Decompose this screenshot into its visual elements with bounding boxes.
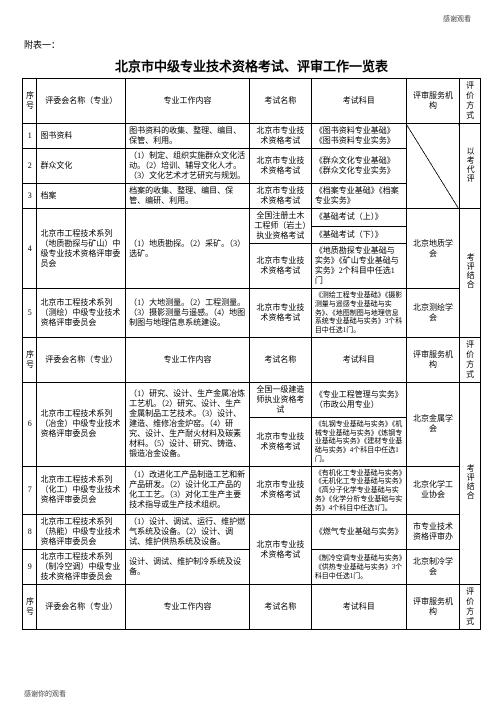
cell-subjects: 《基础考试（下）》 [311, 226, 406, 244]
cell-idx: 7 [23, 466, 37, 515]
cell-mode: 考评结合 [460, 382, 481, 585]
mode-text: 以考代评 [466, 147, 474, 183]
cell-subjects: 《群众文化专业基础》《群众文化专业实务》 [311, 149, 406, 184]
cell-subjects: 《图书资料专业基础》《图书资料专业实务》 [311, 124, 406, 149]
cell-subjects: 《有机化工专业基础与实务》《无机化工专业基础与实务》《高分子化学专业基础与实务》… [311, 466, 406, 515]
cell-subjects: 《地质勘探专业基础与实务》《矿山专业基础与实务》2个科目中任选1门 [311, 244, 406, 289]
cell-idx: 5 [23, 289, 37, 338]
cell-committee: 北京市工程技术系列（测绘）中级专业技术资格评审委员会 [37, 289, 126, 338]
h-work: 专业工作内容 [126, 585, 250, 630]
cell-subjects: 《轧钢专业基础与实务》《机械专业基础与实务》《炼钢专业基础与实务》《建材专业基础… [311, 417, 406, 466]
h-subjects: 考试科目 [311, 79, 406, 124]
cell-work: （1）设计、调试、运行、维护燃气系统及设备。（2）设计、调试、维护供热系统及设备… [126, 515, 250, 550]
mode-text: 考评结合 [466, 464, 474, 500]
cell-work: 档案的收集、整理、编目、保管、编研、利用。 [126, 184, 250, 209]
table-header-row: 序号 评委会名称（专业） 专业工作内容 考试名称 考试科目 评审服务机构 评价方… [23, 79, 481, 124]
h-committee: 评委会名称（专业） [37, 337, 126, 382]
table-row: 7 北京市工程技术系列（化工）中级专业技术资格评审委员会 （1）改进化工产品制造… [23, 466, 481, 515]
cell-work: 设计、调试、维护制冷系统及设备。 [126, 550, 250, 585]
main-table-wrap: 序号 评委会名称（专业） 专业工作内容 考试名称 考试科目 评审服务机构 评价方… [22, 78, 481, 630]
h-mode: 评价方式 [460, 337, 481, 382]
cell-exam: 北京市专业技术资格考试 [249, 149, 311, 184]
cell-work: 图书资料的收集、整理、编目、保管、利用。 [126, 124, 250, 149]
cell-exam: 北京市专业技术资格考试 [249, 244, 311, 289]
h-work: 专业工作内容 [126, 337, 250, 382]
main-table: 序号 评委会名称（专业） 专业工作内容 考试名称 考试科目 评审服务机构 评价方… [22, 78, 481, 630]
cell-org: 北京金属学会 [406, 382, 460, 466]
table-row: 1 图书资料 图书资料的收集、整理、编目、保管、利用。 北京市专业技术资格考试 … [23, 124, 481, 149]
cell-subjects: 《测绘工程专业基础》《摄影测量与遥感专业基础与实务》、《地图制图与地理信息系统专… [311, 289, 406, 338]
table-row: 6 北京市工程技术系列（冶金）中级专业技术资格评审委员会 （1）研究、设计、生产… [23, 382, 481, 417]
table-header-row: 序号 评委会名称（专业） 专业工作内容 考试名称 考试科目 评审服务机构 评价方… [23, 585, 481, 630]
cell-org: 北京测绘学会 [406, 289, 460, 338]
h-subjects: 考试科目 [311, 337, 406, 382]
cell-work: （1）制定、组织实施群众文化活动。（2）培训、辅导文化人才。（3）文化艺术才艺研… [126, 149, 250, 184]
h-subjects: 考试科目 [311, 585, 406, 630]
cell-committee: 北京市工程技术系列（热能）中级专业技术资格评审委员会 [37, 515, 126, 550]
footer-note: 感谢你的观看 [24, 689, 66, 699]
cell-subjects: 《基础考试（上）》 [311, 209, 406, 227]
cell-subjects: 《燃气专业基础与实务》 [311, 515, 406, 550]
cell-mode: 以考代评 [460, 124, 481, 209]
table-row: 4 北京市工程技术系列（地质勘探与矿山）中级专业技术资格评审委员会 （1）地质勘… [23, 209, 481, 227]
cell-idx: 2 [23, 149, 37, 184]
cell-idx: 6 [23, 382, 37, 466]
cell-idx: 9 [23, 550, 37, 585]
cell-org: 北京制冷学会 [406, 550, 460, 585]
h-exam: 考试名称 [249, 585, 311, 630]
cell-work: （1）大地测量。（2）工程测量。（3）摄影测量与遥感。（4）地图制图与地理信息系… [126, 289, 250, 338]
cell-org: 北京化学工业协会 [406, 466, 460, 515]
h-idx: 序号 [23, 585, 37, 630]
cell-committee: 北京市工程技术系列（制冷空调）中级专业技术资格评审委员会 [37, 550, 126, 585]
h-idx: 序号 [23, 79, 37, 124]
header-note: 感谢观看 [443, 14, 471, 24]
cell-idx: 3 [23, 184, 37, 209]
cell-committee: 北京市工程技术系列（化工）中级专业技术资格评审委员会 [37, 466, 126, 515]
cell-exam: 北京市专业技术资格考试 [249, 184, 311, 209]
page-title: 北京市中级专业技术资格考试、评审工作一览表 [0, 56, 503, 75]
h-committee: 评委会名称（专业） [37, 585, 126, 630]
h-org: 评审服务机构 [406, 585, 460, 630]
cell-exam: 北京市专业技术资格考试 [249, 466, 311, 515]
cell-exam: 全国一级建造师执业资格考试 [249, 382, 311, 417]
h-exam: 考试名称 [249, 337, 311, 382]
attachment-label: 附表一： [24, 38, 60, 51]
cell-org: 市专业技术资格评审办 [406, 515, 460, 550]
cell-committee: 图书资料 [37, 124, 126, 149]
cell-committee: 北京市工程技术系列（地质勘探与矿山）中级专业技术资格评审委员会 [37, 209, 126, 289]
h-org: 评审服务机构 [406, 79, 460, 124]
h-org: 评审服务机构 [406, 337, 460, 382]
cell-mode: 考评结合 [460, 209, 481, 338]
table-row: 8 北京市工程技术系列（热能）中级专业技术资格评审委员会 （1）设计、调试、运行… [23, 515, 481, 550]
cell-org: 北京地质学会 [406, 209, 460, 289]
cell-exam: 北京市专业技术资格考试 [249, 124, 311, 149]
table-row: 5 北京市工程技术系列（测绘）中级专业技术资格评审委员会 （1）大地测量。（2）… [23, 289, 481, 338]
cell-committee: 北京市工程技术系列（冶金）中级专业技术资格评审委员会 [37, 382, 126, 466]
cell-exam: 全国注册土木工程师（岩土）执业资格考试 [249, 209, 311, 244]
cell-exam: 北京市专业技术资格考试 [249, 289, 311, 338]
cell-subjects: 《档案专业基础》《档案专业实务》 [311, 184, 406, 209]
cell-work: （1）地质勘探。（2）采矿。（3）选矿。 [126, 209, 250, 289]
cell-work: （1）改进化工产品制造工艺和新产品研发。（2）设计化工产品的化工工艺。（3）对化… [126, 466, 250, 515]
h-work: 专业工作内容 [126, 79, 250, 124]
h-mode: 评价方式 [460, 585, 481, 630]
cell-subjects: 《专业工程管理与实务》（市政公用专业） [311, 382, 406, 417]
cell-committee: 群众文化 [37, 149, 126, 184]
mode-text: 考评结合 [466, 253, 474, 289]
table-header-row: 序号 评委会名称（专业） 专业工作内容 考试名称 考试科目 评审服务机构 评价方… [23, 337, 481, 382]
cell-idx: 8 [23, 515, 37, 550]
cell-org-diag [406, 124, 460, 209]
h-idx: 序号 [23, 337, 37, 382]
h-committee: 评委会名称（专业） [37, 79, 126, 124]
cell-work: （1）研究、设计、生产金属冶炼工艺机。（2）研究、设计、生产金属制品工艺技术。（… [126, 382, 250, 466]
h-exam: 考试名称 [249, 79, 311, 124]
cell-exam: 北京市专业技术资格考试 [249, 417, 311, 466]
cell-subjects: 《制冷空调专业基础与实务》《供热专业基础与实务》3个科目中任选1门。 [311, 550, 406, 585]
cell-idx: 1 [23, 124, 37, 149]
cell-committee: 档案 [37, 184, 126, 209]
cell-exam: 北京市专业技术资格考试 [249, 515, 311, 585]
h-mode: 评价方式 [460, 79, 481, 124]
cell-idx: 4 [23, 209, 37, 289]
